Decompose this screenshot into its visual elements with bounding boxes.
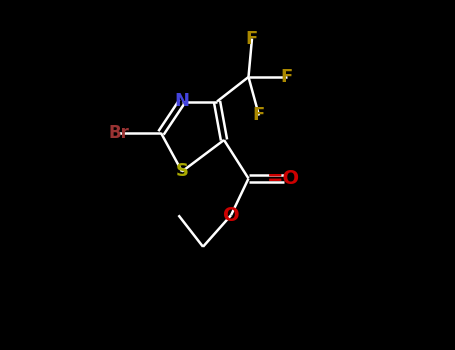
Text: S: S [176, 162, 188, 181]
Text: =O: =O [267, 169, 300, 188]
Text: F: F [253, 106, 265, 125]
Text: Br: Br [109, 124, 129, 142]
Text: F: F [281, 68, 293, 86]
Text: F: F [246, 29, 258, 48]
Text: O: O [222, 206, 239, 225]
Text: N: N [175, 92, 189, 111]
